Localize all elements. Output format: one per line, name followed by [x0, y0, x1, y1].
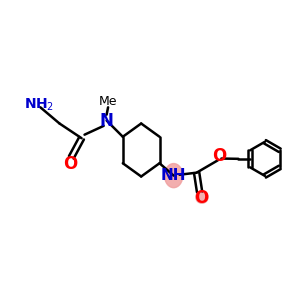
- Text: N: N: [100, 112, 113, 130]
- Text: NH$_2$: NH$_2$: [24, 97, 54, 113]
- Text: Me: Me: [99, 95, 117, 108]
- Ellipse shape: [196, 191, 208, 203]
- Text: O: O: [194, 189, 208, 207]
- Text: O: O: [63, 155, 77, 173]
- Text: NH: NH: [161, 168, 186, 183]
- Ellipse shape: [164, 164, 183, 188]
- Text: O: O: [212, 147, 226, 165]
